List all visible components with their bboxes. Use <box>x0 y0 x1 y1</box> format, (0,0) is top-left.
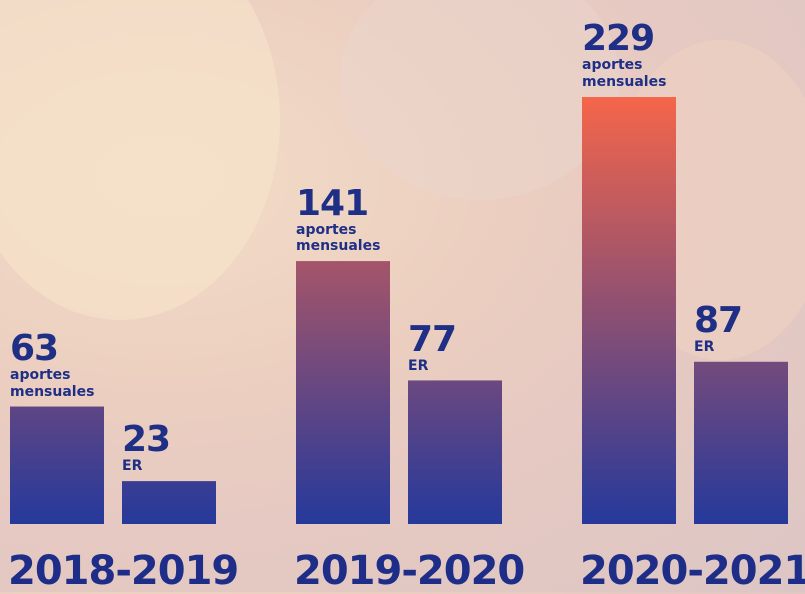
bar <box>296 261 390 524</box>
bar <box>122 481 216 524</box>
value-label-group: 229 aportes mensuales <box>582 21 682 91</box>
series-name: ER <box>408 357 429 374</box>
value-label: 63 <box>10 327 59 369</box>
bar <box>582 97 676 524</box>
value-label: 23 <box>122 419 171 461</box>
value-label-group: 63 aportes mensuales <box>10 327 110 401</box>
category-label: 2018-2019 <box>8 548 239 594</box>
value-label-group: 141 aportes mensuales <box>296 182 396 256</box>
value-label-group: 87 ER <box>694 299 794 356</box>
value-label: 87 <box>694 299 743 341</box>
bar <box>694 361 788 524</box>
series-name: aportes mensuales <box>296 221 381 255</box>
category-label: 2019-2020 <box>294 548 525 594</box>
value-label: 77 <box>408 318 457 360</box>
bar <box>10 406 104 524</box>
category-label: 2020-2021 <box>580 548 805 594</box>
bar <box>408 380 502 524</box>
series-name: ER <box>122 458 143 475</box>
series-name: aportes mensuales <box>582 57 667 91</box>
series-name: ER <box>694 338 715 355</box>
value-label: 229 <box>582 18 655 60</box>
series-name: aportes mensuales <box>10 366 95 400</box>
value-label: 141 <box>296 182 369 224</box>
value-label-group: 77 ER <box>408 318 508 375</box>
value-label-group: 23 ER <box>122 422 222 475</box>
